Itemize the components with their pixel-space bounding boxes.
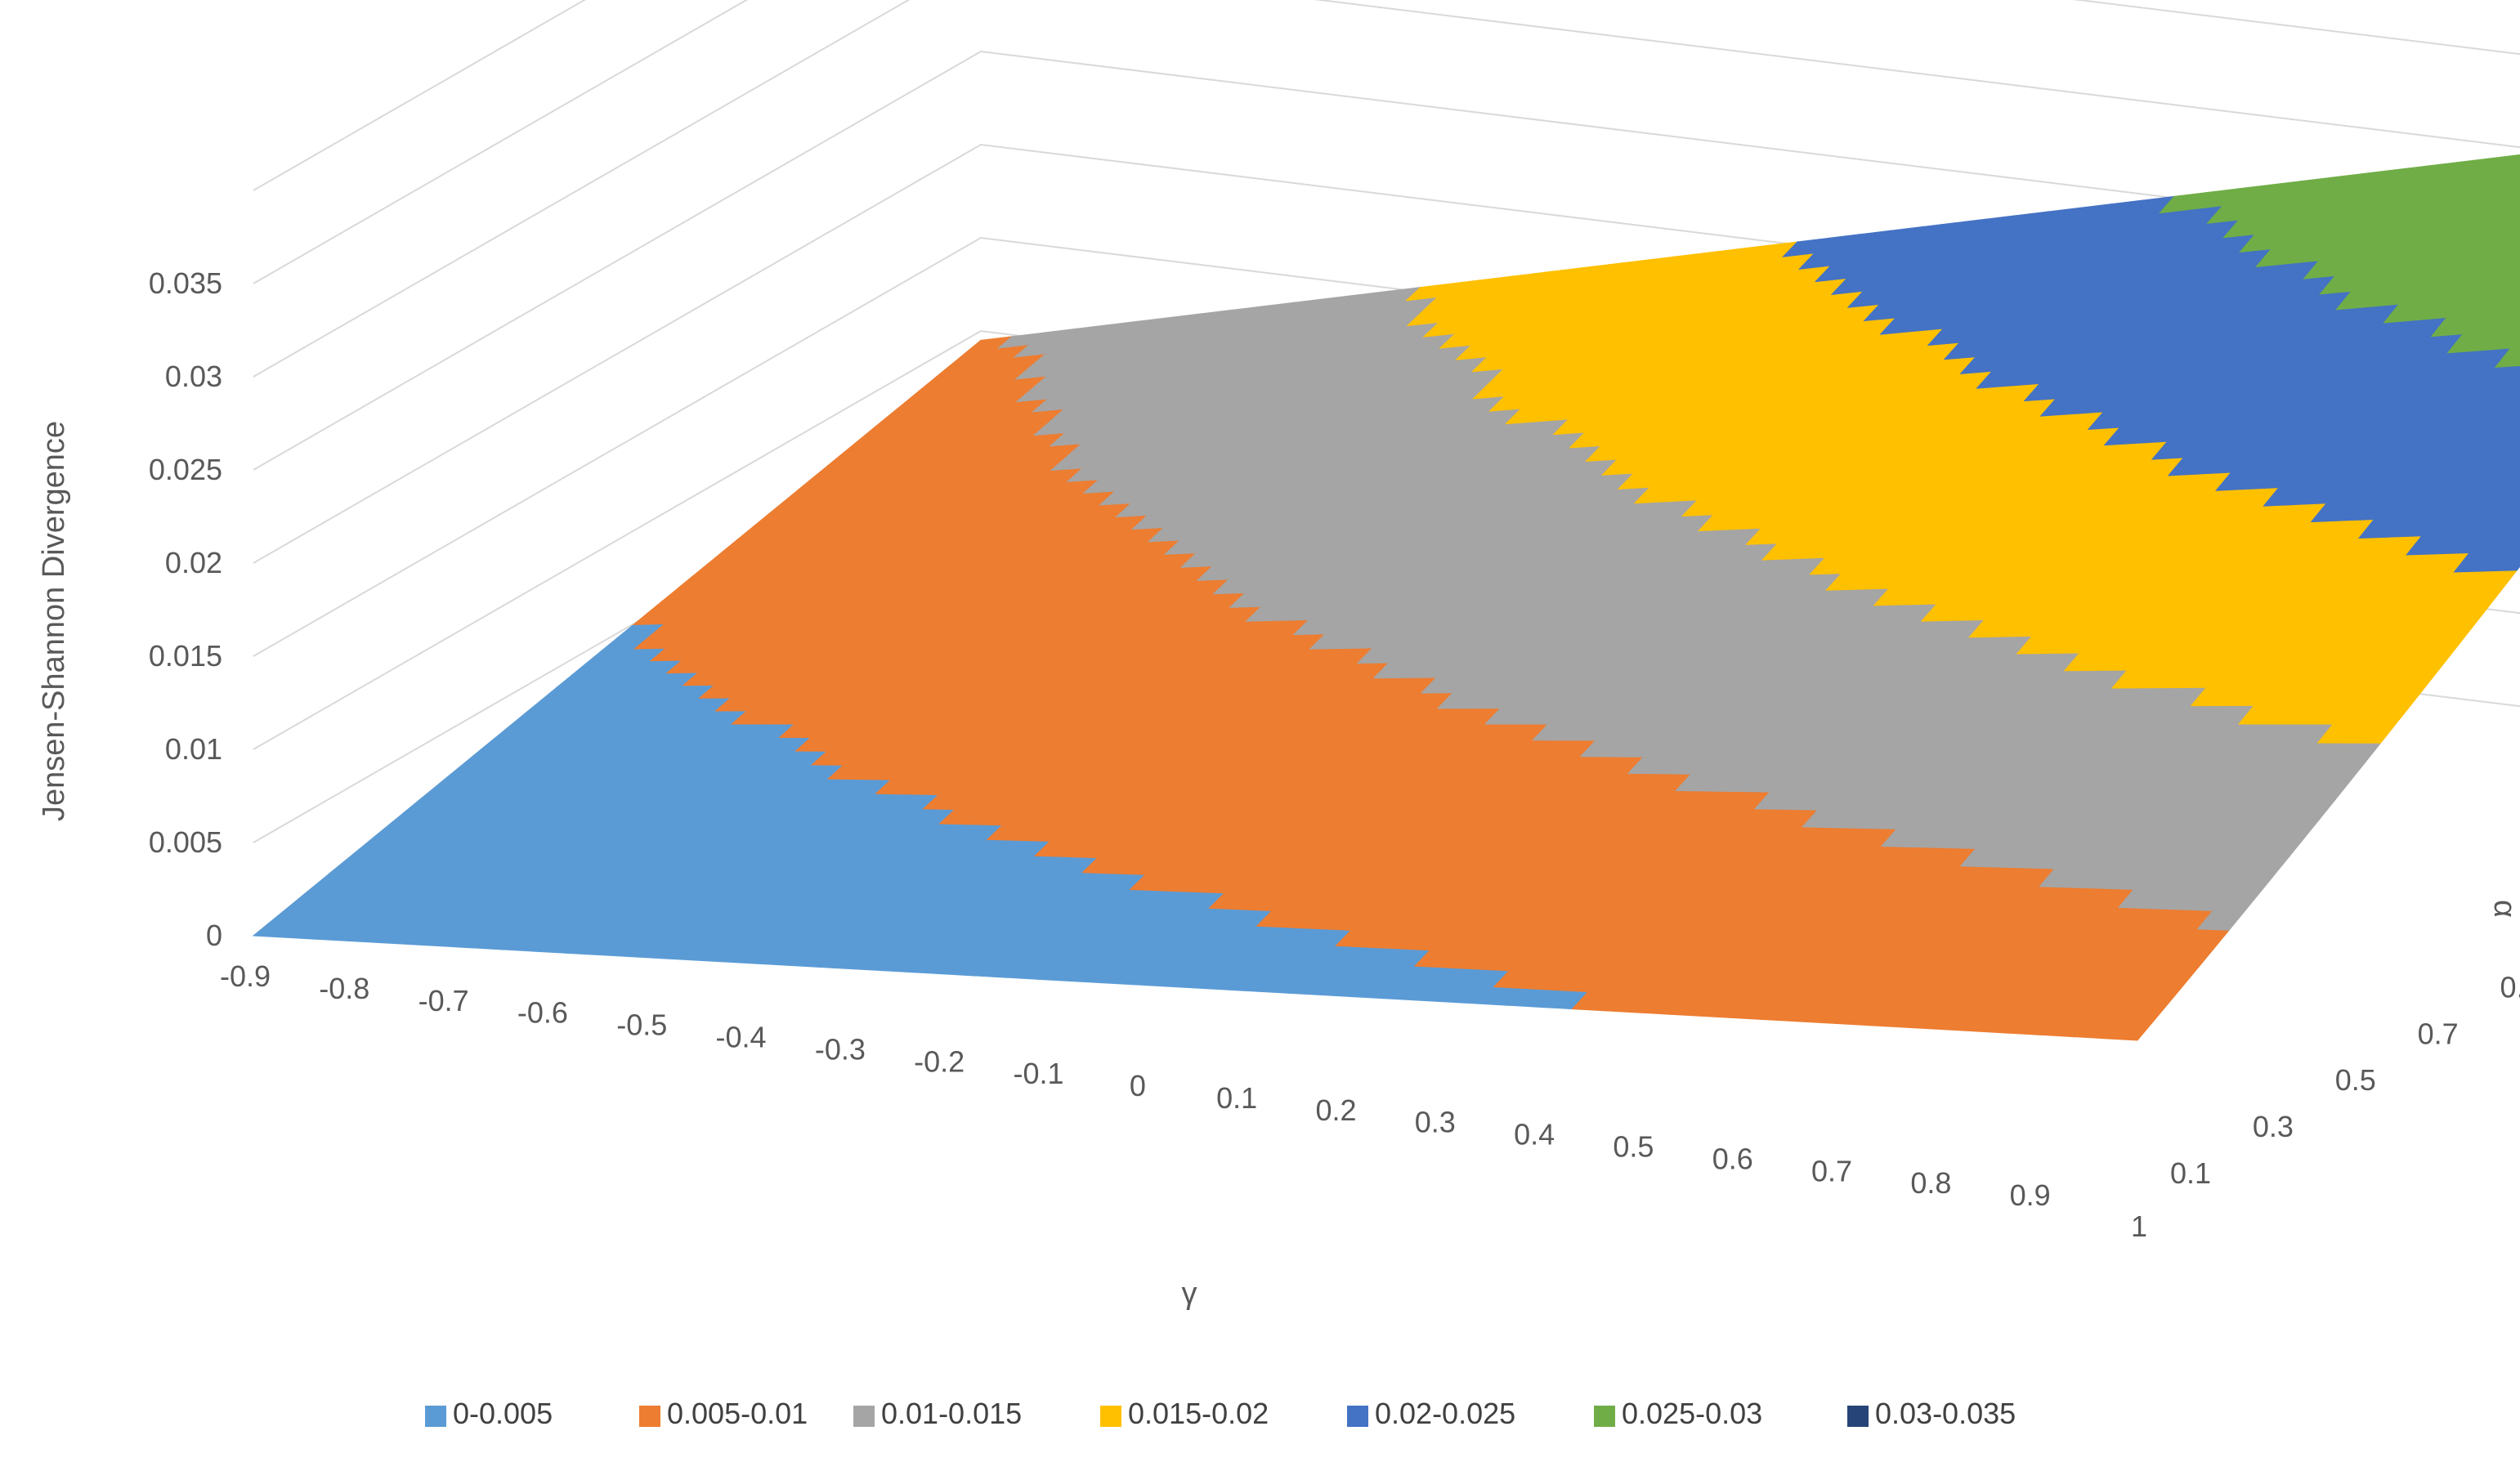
z-axis-ticks: 0 0.005 0.01 0.015 0.02 0.025 0.03 0.035: [149, 266, 222, 952]
x-tick-label: 0.2: [1315, 1093, 1356, 1127]
gridline: [253, 0, 2520, 378]
legend-label: 0.005-0.01: [667, 1397, 808, 1430]
legend: 0-0.005 0.005-0.01 0.01-0.015 0.015-0.02 0.0…: [425, 1397, 2016, 1430]
x-tick-label: 0.6: [1712, 1142, 1753, 1175]
x-tick-label: -0.5: [616, 1008, 667, 1042]
x-tick-label: 1: [2131, 1209, 2147, 1243]
surface-cell: [2499, 532, 2520, 553]
legend-label: 0-0.005: [453, 1397, 553, 1430]
x-tick-label: 0.8: [1910, 1166, 1951, 1200]
surface-cell: [2511, 410, 2520, 423]
legend-label: 0.025-0.03: [1622, 1397, 1762, 1430]
z-tick-label: 0.03: [165, 360, 222, 393]
surface-cell: [2512, 449, 2520, 459]
legend-swatch: [1347, 1406, 1368, 1427]
x-tick-label: -0.2: [914, 1044, 965, 1078]
legend-swatch: [425, 1406, 446, 1427]
z-tick-label: 0.005: [149, 825, 222, 859]
x-tick-label: 0.4: [1514, 1118, 1555, 1151]
x-axis-ticks: -0.9 -0.8 -0.7 -0.6 -0.5 -0.4 -0.3 -0.2 -0.1 0 0.1…: [220, 959, 2147, 1243]
y-tick-label: 0.3: [2253, 1110, 2294, 1143]
surface-cell: [2513, 487, 2520, 497]
legend-swatch: [853, 1406, 875, 1427]
z-tick-label: 0.015: [149, 639, 222, 673]
legend-label: 0.015-0.02: [1128, 1397, 1269, 1430]
x-tick-label: 0.7: [1811, 1154, 1852, 1187]
surface-cell: [2505, 225, 2520, 244]
surface-cell: [2514, 526, 2520, 534]
x-tick-label: 0.5: [1613, 1130, 1654, 1164]
x-tick-label: 0.9: [2010, 1178, 2051, 1212]
surface-cell: [2504, 189, 2520, 209]
x-tick-label: 0.1: [1216, 1081, 1257, 1115]
legend-label: 0.03-0.035: [1875, 1397, 2016, 1430]
gridline: [253, 0, 2520, 284]
x-tick-label: -0.1: [1014, 1057, 1064, 1090]
z-tick-label: 0.01: [165, 732, 222, 766]
legend-swatch: [639, 1406, 660, 1427]
y-tick-label: 0.9: [2500, 970, 2520, 1004]
y-tick-label: 0.7: [2418, 1017, 2459, 1050]
gridlines: [253, 0, 2520, 937]
y-tick-label: 0.1: [2170, 1156, 2211, 1190]
x-tick-label: -0.4: [716, 1020, 767, 1053]
x-axis-title: γ: [1182, 1277, 1197, 1311]
x-tick-label: -0.7: [419, 984, 469, 1017]
legend-swatch: [1594, 1406, 1615, 1427]
surface-cell: [2503, 154, 2520, 175]
x-tick-label: 0.3: [1415, 1106, 1456, 1139]
x-tick-label: -0.9: [220, 959, 271, 993]
legend-swatch: [1100, 1406, 1121, 1427]
gridline: [253, 0, 587, 191]
z-axis-title: Jensen-Shannon Divergence: [37, 421, 71, 821]
surface-cell: [2506, 262, 2520, 279]
y-axis-title: α: [2487, 900, 2520, 918]
y-axis-ticks: 0.10.30.50.70.91.11.31.51.71.9: [2170, 970, 2520, 1190]
z-tick-label: 0.025: [149, 453, 222, 486]
legend-label: 0.02-0.025: [1375, 1397, 1515, 1430]
legend-swatch: [1847, 1406, 1869, 1427]
z-tick-label: 0.035: [149, 266, 222, 300]
surface-cell: [2105, 1020, 2154, 1041]
z-tick-label: 0.02: [165, 546, 222, 579]
legend-label: 0.01-0.015: [881, 1397, 1022, 1430]
y-tick-label: 0.5: [2335, 1063, 2376, 1097]
x-tick-label: 0: [1130, 1069, 1146, 1102]
x-tick-label: -0.8: [319, 972, 369, 1005]
surface-cell: [2509, 373, 2520, 386]
x-tick-label: -0.6: [517, 996, 568, 1030]
z-tick-label: 0: [206, 919, 222, 952]
x-tick-label: -0.3: [815, 1032, 866, 1066]
surface: [252, 154, 2520, 1041]
surface-cell: [2508, 298, 2520, 314]
